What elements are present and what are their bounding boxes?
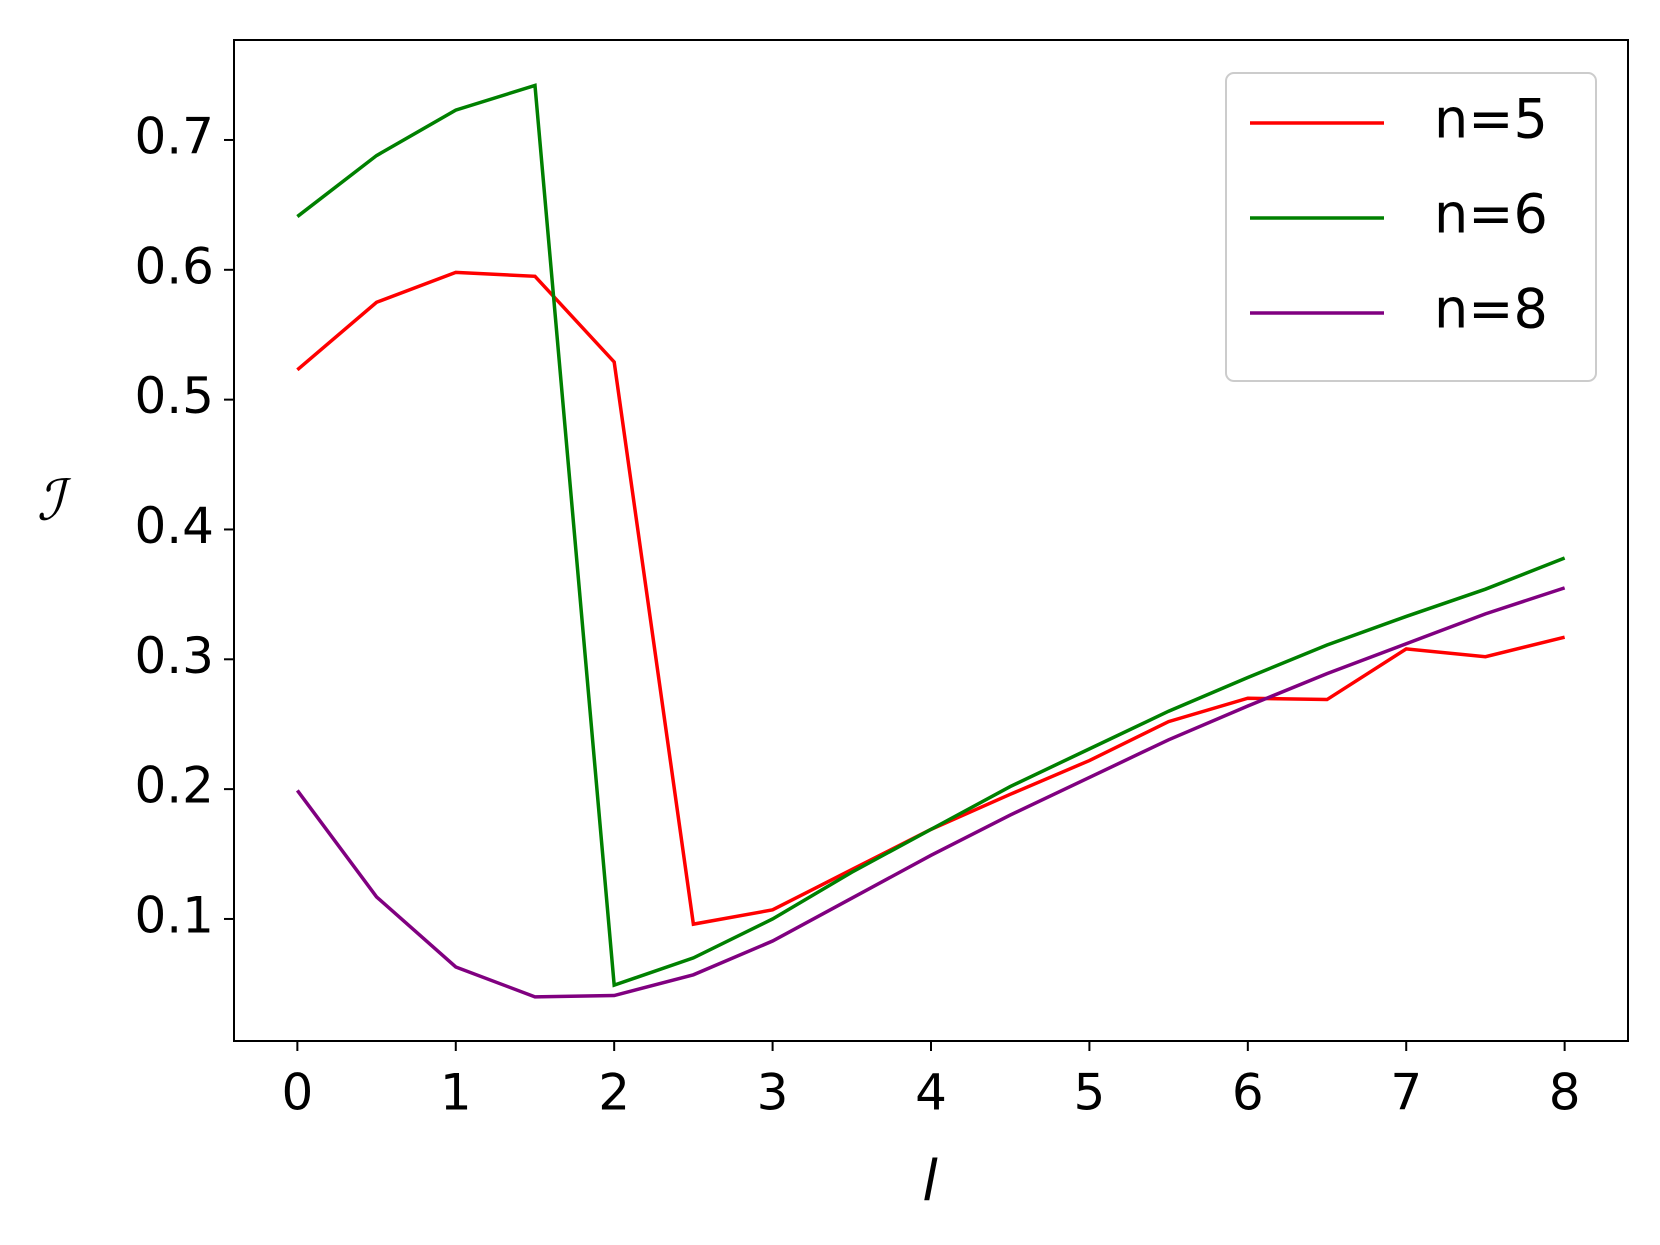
series-line	[295, 586, 1566, 999]
y-tick-label: 0.3	[134, 627, 214, 685]
x-tick-label: 6	[1232, 1064, 1264, 1122]
x-axis-label: l	[922, 1149, 938, 1214]
legend-box	[1225, 72, 1597, 382]
y-tick-label: 0.6	[134, 237, 214, 295]
x-tick-label: 4	[915, 1064, 947, 1122]
legend-label: n=5	[1434, 88, 1548, 151]
y-tick-label: 0.4	[134, 497, 214, 555]
x-tick-label: 2	[598, 1064, 630, 1122]
x-tick-label: 5	[1074, 1064, 1106, 1122]
x-tick-label: 8	[1549, 1064, 1581, 1122]
y-tick-label: 0.1	[134, 886, 214, 944]
legend-label: n=8	[1434, 278, 1548, 341]
y-axis-label: ℐ	[37, 469, 72, 534]
y-tick-label: 0.7	[134, 107, 214, 165]
y-tick-label: 0.2	[134, 757, 214, 815]
x-tick-label: 3	[757, 1064, 789, 1122]
x-tick-label: 1	[440, 1064, 472, 1122]
x-tick-label: 0	[281, 1064, 313, 1122]
legend-label: n=6	[1434, 183, 1548, 246]
y-tick-label: 0.5	[134, 367, 214, 425]
plot-frame	[233, 39, 1629, 1042]
x-tick-label: 7	[1390, 1064, 1422, 1122]
series-line	[296, 83, 1566, 988]
